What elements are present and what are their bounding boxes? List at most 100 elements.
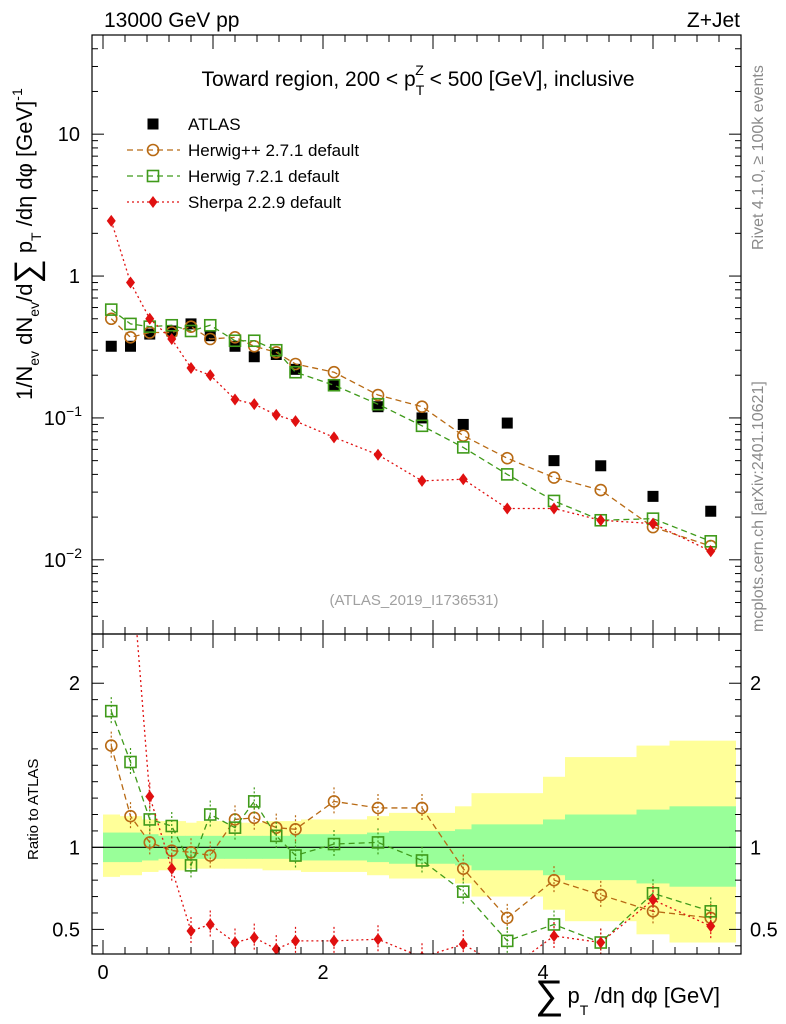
ratio-y-tick-label-left: 0.5	[52, 919, 80, 941]
ratio-point-herwig7	[327, 837, 341, 851]
main-point-herwig7	[327, 378, 341, 392]
main-plot-title: Toward region, 200 < pTZ < 500 [GeV], in…	[201, 62, 634, 98]
ratio-point-herwigpp	[104, 739, 118, 752]
ratio-point-herwig7	[143, 813, 157, 826]
header-left: 13000 GeV pp	[104, 9, 239, 32]
main-point-sherpa	[549, 502, 559, 515]
main-point-sherpa	[458, 473, 468, 486]
main-point-herwig7	[269, 343, 283, 357]
ratio-point-herwigpp	[143, 836, 157, 849]
main-point-sherpa	[106, 214, 116, 227]
main-line-herwigpp	[110, 318, 711, 547]
ratio-point-sherpa	[706, 920, 716, 933]
ratio-point-sherpa	[373, 933, 383, 946]
side-label-mcplots: mcplots.cern.ch [arXiv:2401.10621]	[750, 381, 767, 632]
ratio-panel: 0.5 0.5 1 1 2 2 0 2 4 Ratio to ATLAS ∑ pT /dη dφ…	[25, 35, 778, 1018]
main-point-atlas	[125, 340, 136, 352]
main-point-sherpa	[271, 408, 281, 421]
ratio-point-sherpa	[648, 893, 658, 906]
main-point-herwig7	[289, 365, 302, 379]
ratio-point-herwig7	[269, 829, 283, 843]
main-y-tick-label: 10−2	[44, 545, 82, 572]
main-point-sherpa	[230, 393, 240, 406]
ratio-point-herwig7	[165, 819, 179, 833]
main-point-herwigpp	[500, 451, 514, 465]
main-point-sherpa	[648, 517, 658, 530]
main-point-herwigpp	[124, 331, 137, 344]
main-point-sherpa	[186, 361, 196, 374]
main-point-herwig7	[456, 441, 470, 454]
main-point-herwigpp	[289, 357, 302, 371]
main-point-atlas	[595, 460, 607, 472]
main-point-atlas	[457, 418, 469, 430]
ratio-plot-frame	[91, 633, 742, 955]
main-point-atlas	[144, 328, 156, 340]
ratio-point-herwig7	[247, 795, 261, 808]
main-point-herwig7	[415, 419, 429, 433]
main-y-ticks: 10−2 10−1 1 10	[44, 34, 741, 635]
ratio-point-sherpa	[503, 964, 512, 976]
legend-marker-atlas	[147, 118, 159, 130]
ratio-point-herwig7	[456, 885, 470, 898]
main-point-atlas	[270, 348, 282, 360]
ratio-point-sherpa	[596, 936, 606, 949]
ratio-point-sherpa	[329, 934, 339, 947]
main-point-atlas	[185, 318, 197, 330]
main-point-sherpa	[706, 545, 716, 558]
ratio-point-herwig7	[228, 821, 242, 834]
main-point-sherpa	[596, 514, 606, 527]
svg-text:1/Nev dNev/d∑ pT /dη dφ [GeV]: 1/Nev dNev/d∑ pT /dη dφ [GeV]-1	[8, 88, 46, 400]
main-y-tick-label: 10	[58, 124, 80, 146]
ratio-point-herwigpp	[124, 809, 137, 823]
main-point-herwigpp	[327, 365, 341, 379]
legend-label-sherpa: Sherpa 2.2.9 default	[188, 193, 341, 212]
main-point-sherpa	[167, 333, 177, 346]
ratio-band-green	[636, 809, 670, 884]
ratio-point-sherpa	[126, 546, 135, 558]
main-point-sherpa	[329, 431, 339, 444]
main-y-tick-label: 10−1	[44, 403, 82, 430]
ratio-series-herwig7	[104, 697, 718, 954]
ratio-point-herwigpp	[594, 888, 608, 902]
ratio-y-tick-label-left: 2	[69, 673, 80, 695]
ratio-point-sherpa	[167, 862, 177, 875]
main-point-atlas	[248, 351, 260, 363]
ratio-point-sherpa	[458, 938, 468, 951]
ratio-bands	[103, 740, 736, 943]
ratio-point-sherpa	[419, 951, 425, 954]
main-point-herwig7	[165, 318, 179, 332]
main-series	[104, 214, 718, 558]
ratio-y-axis-label: Ratio to ATLAS	[25, 759, 42, 860]
ratio-point-herwigpp	[500, 911, 514, 925]
main-point-atlas	[501, 417, 513, 429]
main-y-tick-label: 1	[69, 266, 80, 288]
legend-marker-sherpa	[148, 196, 158, 208]
legend-marker-herwig7	[146, 169, 160, 183]
main-point-atlas	[416, 412, 428, 424]
ratio-point-herwigpp	[415, 801, 429, 815]
ratio-point-herwigpp	[289, 822, 302, 836]
main-point-atlas	[548, 455, 560, 467]
main-point-sherpa	[502, 502, 512, 515]
ratio-point-sherpa	[249, 931, 259, 944]
main-point-atlas	[647, 490, 659, 502]
legend-marker-herwigpp	[146, 143, 160, 157]
main-point-herwigpp	[594, 483, 608, 497]
header-right: Z+Jet	[687, 9, 740, 32]
main-point-herwig7	[247, 334, 261, 348]
main-point-atlas	[372, 401, 384, 413]
ratio-point-herwig7	[500, 934, 514, 948]
main-series-sherpa	[106, 214, 716, 558]
legend-label-herwigpp: Herwig++ 2.7.1 default	[188, 141, 359, 160]
ratio-point-herwig7	[415, 854, 429, 867]
main-point-sherpa	[126, 276, 135, 289]
ratio-point-sherpa	[230, 936, 240, 949]
ratio-point-sherpa	[549, 929, 559, 942]
main-point-atlas	[328, 379, 340, 391]
ratio-point-herwig7	[203, 808, 217, 821]
main-y-axis-label: 1/Nev dNev/d∑ pT /dη dφ [GeV]-1	[8, 88, 46, 400]
main-point-herwig7	[104, 303, 118, 316]
main-point-sherpa	[249, 398, 259, 411]
main-point-herwig7	[124, 317, 137, 331]
ratio-point-sherpa	[145, 790, 155, 803]
